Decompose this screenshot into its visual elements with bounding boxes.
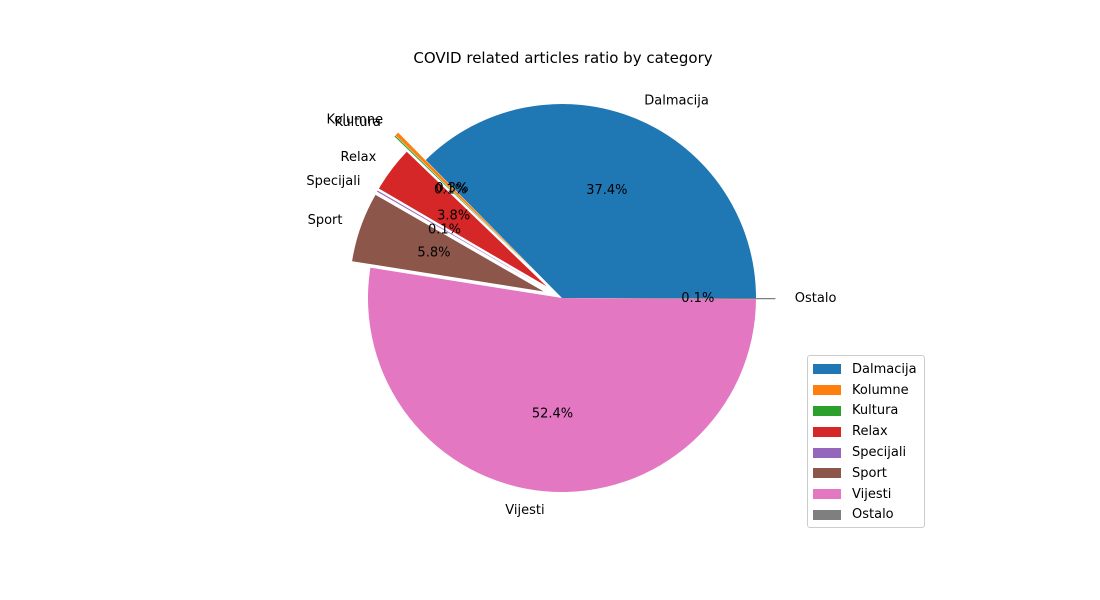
pie-percent-labels: 37.4%0.3%0.1%3.8%0.1%5.8%52.4%0.1% bbox=[417, 181, 714, 421]
pie-slice-dalmacija bbox=[425, 104, 756, 298]
pie-slice-sport bbox=[352, 194, 544, 292]
slice-label-kolumne: Kolumne bbox=[327, 113, 384, 128]
slice-label-vijesti: Vijesti bbox=[505, 503, 544, 518]
legend-item-vijesti: Vijesti bbox=[808, 484, 924, 505]
percent-label-kolumne: 0.3% bbox=[435, 181, 468, 196]
pie-slice-vijesti bbox=[367, 267, 756, 493]
pie-slices bbox=[352, 104, 776, 493]
percent-label-kultura: 0.1% bbox=[434, 182, 467, 197]
percent-label-vijesti: 52.4% bbox=[532, 407, 573, 422]
slice-label-specijali: Specijali bbox=[306, 174, 360, 189]
slice-label-ostalo: Ostalo bbox=[795, 291, 837, 306]
pie-slice-specijali bbox=[376, 190, 546, 289]
slice-label-kultura: Kultura bbox=[334, 115, 380, 130]
legend-item-kolumne: Kolumne bbox=[808, 380, 924, 401]
pie-slice-ostalo bbox=[581, 298, 776, 300]
slice-label-relax: Relax bbox=[341, 150, 377, 165]
pie-slice-kultura bbox=[394, 135, 535, 271]
legend-swatch bbox=[813, 447, 841, 458]
slice-label-sport: Sport bbox=[308, 213, 343, 228]
legend: Dalmacija Kolumne Kultura Relax Specijali Spo… bbox=[807, 355, 925, 529]
legend-label: Relax bbox=[852, 424, 888, 440]
legend-label: Ostalo bbox=[852, 507, 894, 523]
percent-label-ostalo: 0.1% bbox=[681, 291, 714, 306]
legend-label: Sport bbox=[852, 465, 887, 481]
legend-item-sport: Sport bbox=[808, 463, 924, 484]
legend-swatch bbox=[813, 509, 841, 520]
legend-item-relax: Relax bbox=[808, 421, 924, 442]
percent-label-specijali: 0.1% bbox=[428, 222, 461, 237]
pie-slice-kolumne bbox=[395, 132, 535, 271]
legend-swatch bbox=[813, 489, 841, 500]
legend-label: Specijali bbox=[852, 445, 907, 461]
legend-swatch bbox=[813, 468, 841, 479]
legend-item-kultura: Kultura bbox=[808, 401, 924, 422]
percent-label-sport: 5.8% bbox=[417, 245, 450, 260]
slice-label-dalmacija: Dalmacija bbox=[644, 94, 709, 109]
legend-label: Vijesti bbox=[852, 486, 892, 502]
legend-swatch bbox=[813, 385, 841, 396]
legend-swatch bbox=[813, 364, 841, 375]
percent-label-relax: 3.8% bbox=[437, 209, 470, 224]
legend-swatch bbox=[813, 426, 841, 437]
legend-label: Kultura bbox=[852, 403, 899, 419]
legend-swatch bbox=[813, 405, 841, 416]
legend-item-dalmacija: Dalmacija bbox=[808, 359, 924, 380]
pie-slice-relax bbox=[378, 151, 547, 287]
legend-label: Kolumne bbox=[852, 382, 909, 398]
legend-item-specijali: Specijali bbox=[808, 442, 924, 463]
legend-item-ostalo: Ostalo bbox=[808, 505, 924, 526]
percent-label-dalmacija: 37.4% bbox=[586, 183, 627, 198]
chart-title: COVID related articles ratio by category bbox=[413, 49, 712, 67]
legend-label: Dalmacija bbox=[852, 361, 917, 377]
